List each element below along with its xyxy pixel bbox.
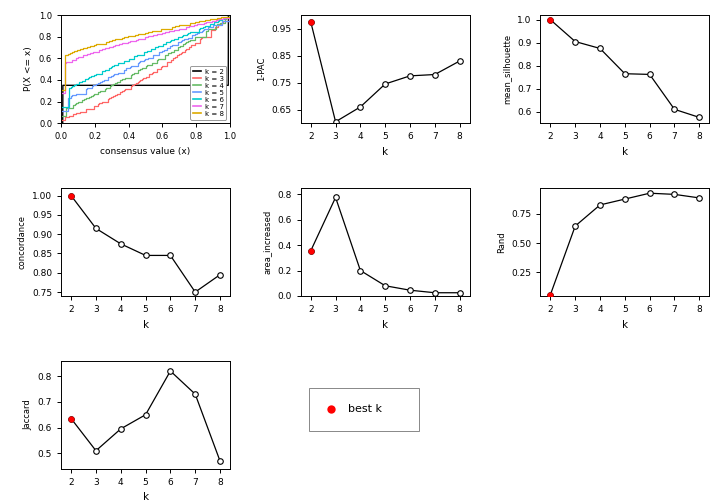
Y-axis label: 1-PAC: 1-PAC xyxy=(257,57,266,81)
Legend: k = 2, k = 3, k = 4, k = 5, k = 6, k = 7, k = 8: k = 2, k = 3, k = 4, k = 5, k = 6, k = 7… xyxy=(190,66,227,119)
X-axis label: k: k xyxy=(622,147,628,157)
Y-axis label: P(X <= x): P(X <= x) xyxy=(24,47,33,92)
Y-axis label: Jaccard: Jaccard xyxy=(23,399,32,430)
Y-axis label: Rand: Rand xyxy=(497,231,505,253)
Y-axis label: area_increased: area_increased xyxy=(263,210,272,274)
X-axis label: consensus value (x): consensus value (x) xyxy=(101,147,191,156)
X-axis label: k: k xyxy=(143,492,148,502)
X-axis label: k: k xyxy=(382,320,388,330)
X-axis label: k: k xyxy=(622,320,628,330)
Y-axis label: mean_silhouette: mean_silhouette xyxy=(503,34,511,104)
Y-axis label: concordance: concordance xyxy=(17,215,27,269)
X-axis label: k: k xyxy=(143,320,148,330)
X-axis label: k: k xyxy=(382,147,388,157)
Text: best k: best k xyxy=(348,404,382,414)
